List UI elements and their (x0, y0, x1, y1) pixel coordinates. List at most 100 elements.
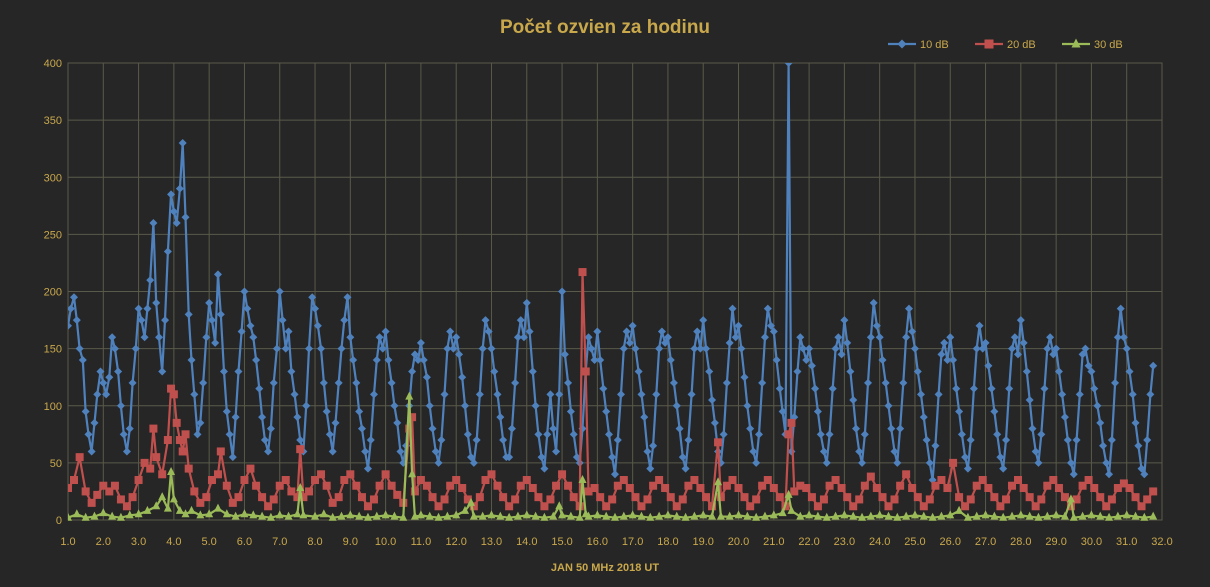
data-point (334, 378, 343, 387)
data-point (1034, 458, 1043, 467)
data-point (158, 367, 167, 376)
data-point (611, 470, 619, 479)
data-point (84, 430, 93, 439)
data-point (613, 481, 622, 490)
legend-label: 10 dB (920, 39, 949, 51)
y-tick-label: 250 (44, 229, 62, 241)
data-point (1131, 493, 1140, 502)
data-point (1093, 401, 1102, 410)
data-point (540, 512, 549, 521)
data-point (222, 509, 231, 518)
data-point (116, 495, 125, 504)
data-point (93, 490, 102, 499)
data-point (714, 477, 723, 486)
data-point (308, 293, 317, 302)
data-point (1028, 424, 1037, 433)
x-tick-label: 20.0 (728, 536, 749, 548)
data-point (1113, 484, 1122, 493)
data-point (93, 390, 102, 399)
data-point (511, 378, 520, 387)
data-point (461, 505, 470, 514)
data-point (496, 511, 505, 520)
data-point (799, 344, 808, 353)
data-point (784, 63, 793, 67)
data-point (387, 378, 396, 387)
data-point (696, 484, 705, 493)
data-point (990, 407, 999, 416)
data-point (181, 213, 190, 222)
data-point (919, 511, 928, 520)
data-point (813, 511, 822, 520)
data-point (1054, 484, 1063, 493)
data-point (222, 407, 231, 416)
data-point (1046, 333, 1055, 342)
data-point (740, 373, 749, 382)
data-point (516, 481, 525, 490)
data-point (972, 481, 981, 490)
data-point (1122, 510, 1131, 519)
data-point (202, 493, 211, 502)
x-tick-label: 5.0 (202, 536, 217, 548)
data-point (708, 511, 717, 520)
series-30-db (68, 391, 1158, 521)
data-point (196, 418, 205, 427)
data-point (405, 424, 414, 433)
data-point (760, 333, 769, 342)
data-point (357, 493, 366, 502)
data-point (1040, 384, 1049, 393)
data-point (328, 512, 337, 521)
data-point (596, 493, 605, 502)
data-point (425, 401, 434, 410)
data-point (96, 367, 105, 376)
data-point (725, 511, 734, 520)
data-point (184, 310, 193, 319)
data-point (934, 390, 943, 399)
data-point (1105, 512, 1114, 521)
data-point (287, 487, 296, 496)
data-point (1122, 344, 1131, 353)
data-point (299, 493, 308, 502)
data-point (190, 487, 199, 496)
data-point (205, 298, 214, 307)
data-point (872, 321, 881, 330)
data-point (602, 407, 611, 416)
data-point (146, 276, 155, 285)
data-point (337, 344, 346, 353)
data-point (908, 484, 917, 493)
data-point (207, 316, 216, 325)
data-point (831, 476, 840, 485)
data-point (955, 505, 964, 514)
data-point (158, 492, 167, 501)
data-point (428, 493, 437, 502)
data-point (775, 384, 784, 393)
data-point (708, 396, 717, 405)
data-point (975, 321, 984, 330)
data-point (458, 484, 467, 493)
data-point (211, 338, 220, 347)
data-point (702, 493, 711, 502)
data-point (240, 476, 249, 485)
data-point (940, 338, 949, 347)
data-point (1143, 436, 1152, 445)
x-tick-label: 17.0 (622, 536, 643, 548)
data-point (275, 481, 284, 490)
data-point (590, 356, 599, 365)
data-point (893, 458, 902, 467)
data-point (884, 511, 893, 520)
data-point (875, 333, 884, 342)
data-point (1025, 493, 1034, 502)
data-point (558, 510, 567, 519)
data-point (625, 484, 634, 493)
data-point (410, 511, 419, 520)
data-point (296, 436, 305, 445)
x-tick-label: 26.0 (940, 536, 961, 548)
data-point (222, 481, 231, 490)
data-point (1140, 470, 1149, 479)
data-point (69, 476, 78, 485)
data-point (897, 39, 907, 49)
data-point (655, 476, 664, 485)
data-point (375, 481, 384, 490)
data-point (734, 484, 743, 493)
data-point (178, 138, 187, 147)
data-point (1143, 495, 1152, 504)
